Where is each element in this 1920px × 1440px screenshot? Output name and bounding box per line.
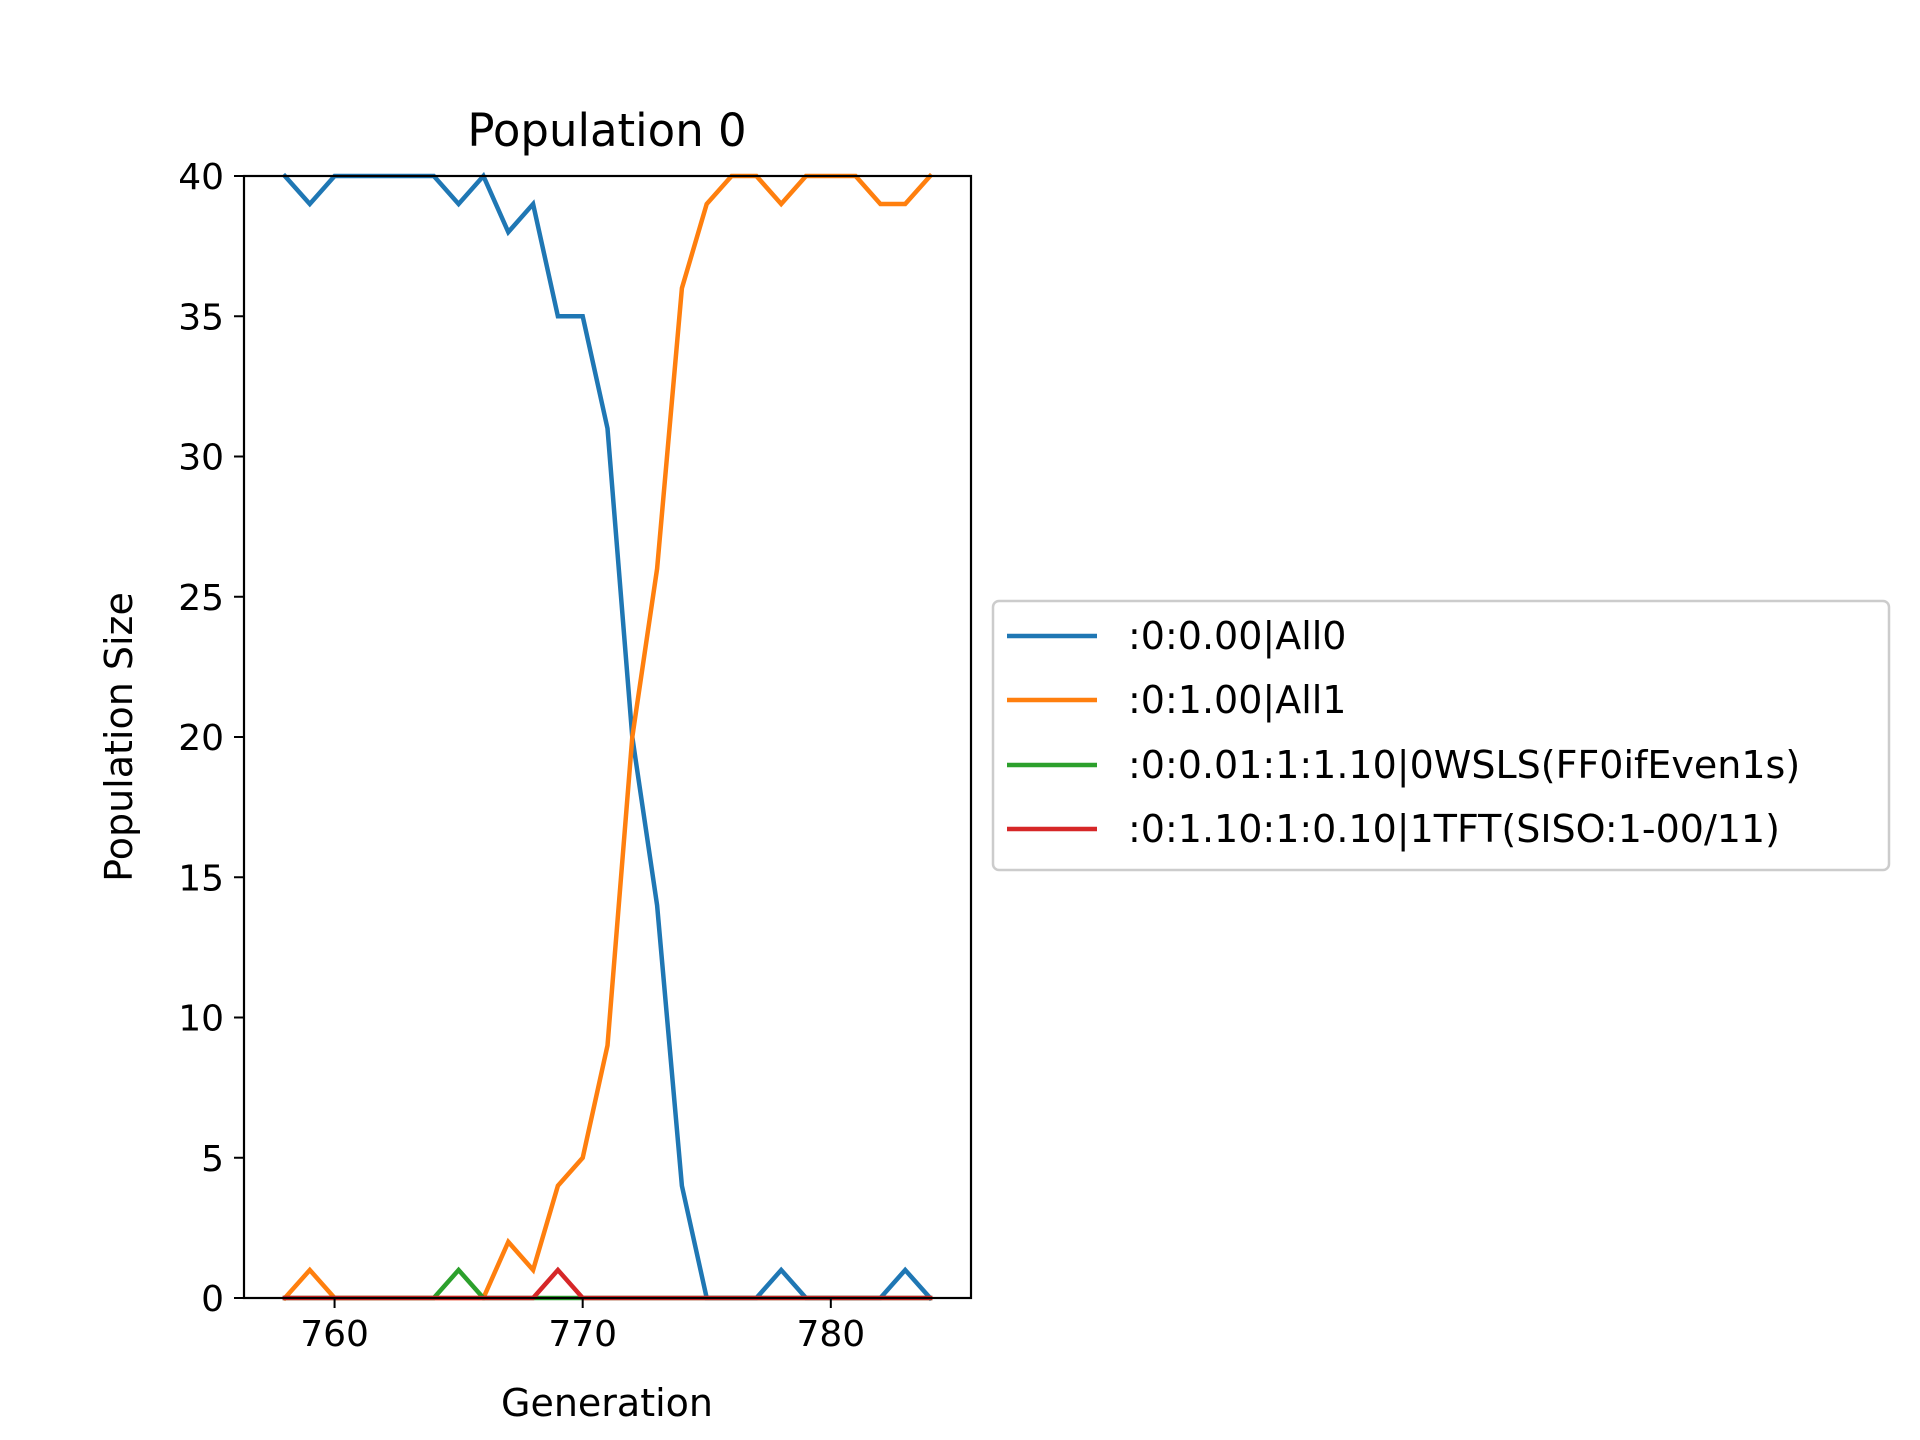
- legend: :0:0.00|All0 :0:1.00|All1 :0:0.01:1:1.10…: [991, 599, 1891, 872]
- legend-label-2: :0:0.01:1:1.10|0WSLS(FF0ifEven1s): [1128, 743, 1800, 788]
- y-tick-label-8: 40: [178, 157, 224, 198]
- x-axis-title: Generation: [501, 1381, 713, 1425]
- y-axis-title: Population Size: [97, 592, 141, 882]
- y-tick-label-2: 10: [178, 999, 224, 1040]
- legend-label-0: :0:0.00|All0: [1128, 614, 1346, 659]
- legend-label-3: :0:1.10:1:0.10|1TFT(SISO:1-00/11): [1128, 807, 1780, 852]
- x-tick-label-0: 760: [300, 1314, 369, 1355]
- y-tick-label-5: 25: [178, 578, 224, 619]
- x-tick-label-2: 780: [796, 1314, 865, 1355]
- x-tick-label-1: 770: [548, 1314, 617, 1355]
- legend-box: [991, 599, 1891, 872]
- y-tick-label-4: 20: [178, 718, 224, 759]
- y-tick-label-7: 35: [178, 297, 224, 338]
- legend-label-1: :0:1.00|All1: [1128, 678, 1346, 723]
- y-axis: 0 5 10 15 20 25 30 35 40: [178, 157, 244, 1320]
- y-tick-label-3: 15: [178, 858, 224, 899]
- chart-title: Population 0: [467, 104, 746, 157]
- y-tick-label-1: 5: [201, 1139, 224, 1180]
- y-tick-label-6: 30: [178, 438, 224, 479]
- y-tick-label-0: 0: [201, 1279, 224, 1320]
- x-axis: 760 770 780: [300, 1298, 865, 1355]
